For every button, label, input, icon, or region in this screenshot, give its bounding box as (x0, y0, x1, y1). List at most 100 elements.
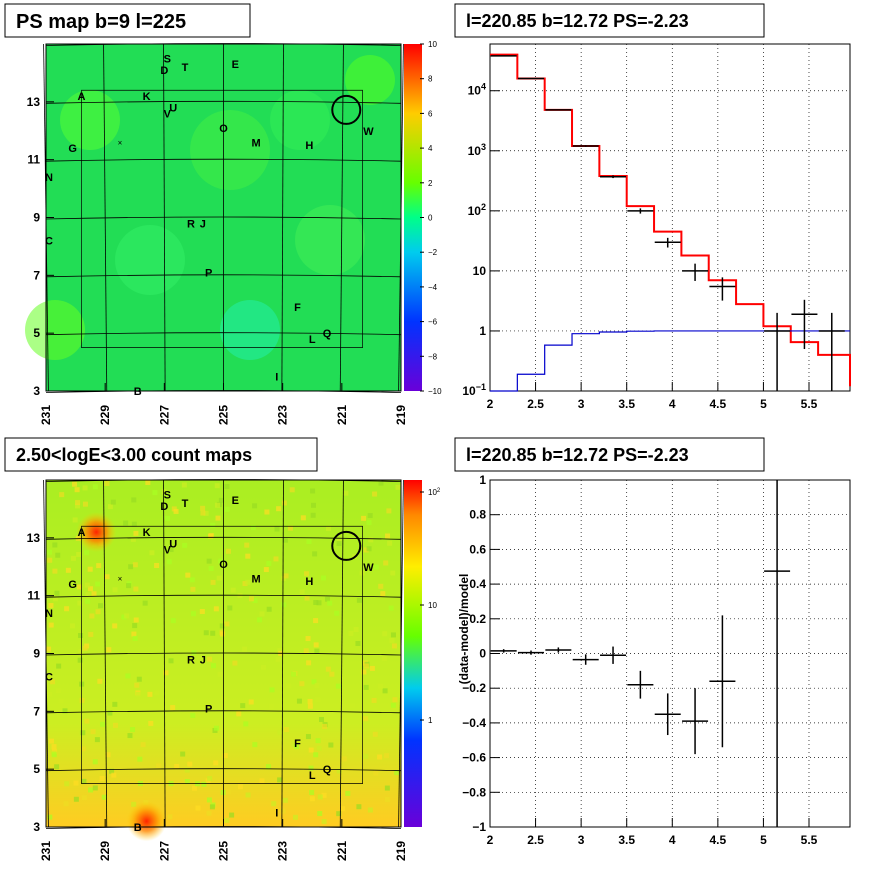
count-pixel (206, 797, 212, 803)
count-pixel (77, 600, 83, 606)
count-pixel (363, 753, 369, 759)
count-pixel (134, 682, 140, 688)
count-pixel (313, 642, 319, 648)
y-tick-label: 0 (479, 647, 486, 661)
count-pixel (305, 636, 311, 642)
count-pixel (259, 778, 265, 784)
count-pixel (99, 776, 105, 782)
source-label: U (169, 539, 177, 551)
count-pixel (199, 609, 205, 615)
x-tick-label: 225 (217, 841, 231, 861)
x-tick-label: 5.5 (801, 833, 818, 847)
count-pixel (128, 709, 134, 715)
count-pixel (384, 796, 390, 802)
x-tick-label: 3.5 (618, 397, 635, 411)
count-pixel (224, 506, 230, 512)
count-pixel (236, 711, 242, 717)
count-pixel (314, 648, 320, 654)
count-pixel (383, 560, 389, 566)
count-pixel (242, 581, 248, 587)
count-pixel (316, 745, 322, 751)
count-pixel (191, 785, 197, 791)
y-tick-label: 7 (33, 268, 40, 282)
cross-marker: × (118, 574, 123, 583)
count-pixel (104, 481, 110, 487)
count-pixel (317, 794, 323, 800)
ps-map-ticks: 231 229 227 225 223 221 219 3 5 7 9 11 13 (27, 95, 408, 425)
count-pixel (340, 806, 346, 812)
count-pixel (252, 742, 258, 748)
count-pixel (310, 512, 316, 518)
count-pixel (101, 794, 107, 800)
y-tick-label: −0.8 (462, 785, 486, 799)
count-pixel (363, 684, 369, 690)
count-pixel (62, 708, 68, 714)
count-pixel (281, 602, 287, 608)
source-label: I (275, 808, 278, 820)
y-tick-label: 0.8 (469, 508, 486, 522)
source-label: J (200, 654, 206, 666)
y-tick-label: −0.6 (462, 751, 486, 765)
count-pixel (79, 697, 85, 703)
count-pixel (305, 734, 311, 740)
cb-tick-label: 2 (428, 179, 433, 188)
residual-title: l=220.85 b=12.72 PS=-2.23 (466, 445, 689, 465)
count-pixel (112, 623, 118, 629)
count-pixel (382, 688, 388, 694)
count-pixel (224, 621, 230, 627)
count-pixel (206, 558, 212, 564)
map-blob (60, 90, 120, 150)
count-pixel (319, 717, 325, 723)
source-label: T (182, 62, 189, 74)
count-pixel (286, 683, 292, 689)
count-pixel (388, 605, 394, 611)
count-pixel (384, 785, 390, 791)
count-pixel (185, 572, 191, 578)
count-pixel (48, 603, 54, 609)
count-pixel (283, 573, 289, 579)
count-pixel (189, 577, 195, 583)
count-pixel (130, 727, 136, 733)
count-pixel (54, 590, 60, 596)
source-label: B (134, 386, 142, 398)
count-pixel (137, 756, 143, 762)
count-pixel (72, 517, 78, 523)
count-pixel (300, 515, 306, 521)
count-pixel (145, 480, 151, 486)
count-pixel (65, 567, 71, 573)
count-pixel (133, 617, 139, 623)
count-pixel (73, 796, 79, 802)
count-pixel (321, 819, 327, 825)
count-pixel (366, 520, 372, 526)
source-label: B (134, 822, 142, 834)
map-blob (295, 205, 365, 275)
count-pixel (132, 623, 138, 629)
count-pixel (259, 611, 265, 617)
count-pixel (174, 763, 180, 769)
source-label: R (187, 654, 195, 666)
count-pixel (84, 550, 90, 556)
residual-plot (490, 480, 791, 827)
count-pixel (182, 542, 188, 548)
count-pixel (110, 499, 116, 505)
count-pixel (136, 716, 142, 722)
count-pixel (363, 547, 369, 553)
y-tick-label: 0.2 (469, 612, 486, 626)
count-pixel (391, 643, 397, 649)
source-label: W (363, 562, 374, 574)
count-pixel (248, 596, 254, 602)
count-pixel (47, 814, 53, 820)
x-tick-label: 221 (335, 405, 349, 425)
count-pixel (224, 817, 230, 823)
count-pixel (220, 789, 226, 795)
x-tick-label: 229 (98, 405, 112, 425)
count-pixel (219, 623, 225, 629)
count-pixel (80, 746, 86, 752)
count-pixel (372, 731, 378, 737)
count-pixel (52, 596, 58, 602)
count-pixel (161, 489, 167, 495)
count-pixel (373, 564, 379, 570)
count-pixel (210, 663, 216, 669)
source-label: G (68, 143, 77, 155)
y-tick-label: 1 (479, 473, 486, 487)
